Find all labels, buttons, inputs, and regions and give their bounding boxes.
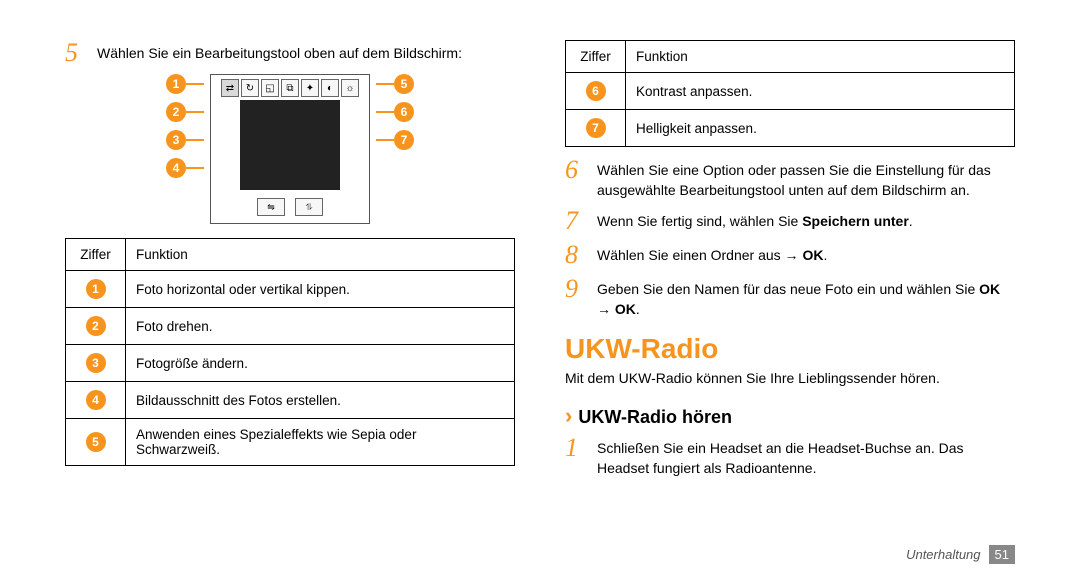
step-number: 9 xyxy=(565,276,587,319)
text-fragment: . xyxy=(909,213,913,229)
row-text: Anwenden eines Spezialeffekts wie Sepia … xyxy=(126,419,515,466)
table-row: 2 Foto drehen. xyxy=(66,308,515,345)
callout-2: 2 xyxy=(166,102,186,122)
row-text: Bildausschnitt des Fotos erstellen. xyxy=(126,382,515,419)
table-row: 7 Helligkeit anpassen. xyxy=(566,110,1015,147)
editing-tool-diagram: 1 2 3 4 ⇄ ↻ ◱ ⧉ ✦ ◐ ☼ ⇋ ⥮ 5 6 7 xyxy=(65,74,515,224)
step-7: 7 Wenn Sie fertig sind, wählen Sie Speic… xyxy=(565,208,1015,234)
row-text: Helligkeit anpassen. xyxy=(626,110,1015,147)
rotate-icon: ↻ xyxy=(241,79,259,97)
section-intro: Mit dem UKW-Radio können Sie Ihre Liebli… xyxy=(565,369,1015,389)
page-footer: Unterhaltung 51 xyxy=(906,545,1015,564)
step-text: Wählen Sie eine Option oder passen Sie d… xyxy=(597,157,1015,200)
callout-1: 1 xyxy=(166,74,186,94)
step-number: 8 xyxy=(565,242,587,268)
row-num: 4 xyxy=(86,390,106,410)
step-text: Wählen Sie einen Ordner aus → OK. xyxy=(597,242,1015,268)
row-num: 1 xyxy=(86,279,106,299)
col-header-funktion: Funktion xyxy=(126,239,515,271)
text-fragment: Geben Sie den Namen für das neue Foto ei… xyxy=(597,281,979,297)
device-bottom-controls: ⇋ ⥮ xyxy=(257,198,323,216)
step-number: 1 xyxy=(565,435,587,478)
contrast-icon: ◐ xyxy=(321,79,339,97)
row-num: 3 xyxy=(86,353,106,373)
callouts-left: 1 2 3 4 xyxy=(166,74,204,178)
bold-fragment: OK xyxy=(802,247,823,263)
subsection-title: UKW-Radio hören xyxy=(565,403,1015,429)
text-fragment: Wählen Sie einen Ordner aus → xyxy=(597,247,802,263)
flip-horizontal-button: ⇋ xyxy=(257,198,285,216)
row-num: 7 xyxy=(586,118,606,138)
text-fragment: . xyxy=(636,301,640,317)
table-row: 5 Anwenden eines Spezialeffekts wie Sepia… xyxy=(66,419,515,466)
step-text: Schließen Sie ein Headset an die Headset… xyxy=(597,435,1015,478)
device-mockup: ⇄ ↻ ◱ ⧉ ✦ ◐ ☼ ⇋ ⥮ xyxy=(210,74,370,224)
bold-fragment: Speichern unter xyxy=(802,213,909,229)
right-column: Ziffer Funktion 6 Kontrast anpassen. 7 Hel… xyxy=(565,40,1015,561)
step-text: Wählen Sie ein Bearbeitungstool oben auf… xyxy=(97,40,515,66)
row-text: Fotogröße ändern. xyxy=(126,345,515,382)
table-row: 4 Bildausschnitt des Fotos erstellen. xyxy=(66,382,515,419)
device-canvas xyxy=(240,100,340,190)
footer-section-label: Unterhaltung xyxy=(906,547,980,562)
col-header-funktion: Funktion xyxy=(626,41,1015,73)
row-text: Foto drehen. xyxy=(126,308,515,345)
step-1: 1 Schließen Sie ein Headset an die Heads… xyxy=(565,435,1015,478)
col-header-ziffer: Ziffer xyxy=(66,239,126,271)
crop-icon: ⧉ xyxy=(281,79,299,97)
step-number: 6 xyxy=(565,157,587,200)
callouts-right: 5 6 7 xyxy=(376,74,414,150)
table-row: 3 Fotogröße ändern. xyxy=(66,345,515,382)
device-toolbar: ⇄ ↻ ◱ ⧉ ✦ ◐ ☼ xyxy=(221,79,359,97)
step-text: Geben Sie den Namen für das neue Foto ei… xyxy=(597,276,1015,319)
col-header-ziffer: Ziffer xyxy=(566,41,626,73)
resize-icon: ◱ xyxy=(261,79,279,97)
section-title-ukw-radio: UKW-Radio xyxy=(565,333,1015,365)
text-fragment: . xyxy=(823,247,827,263)
step-6: 6 Wählen Sie eine Option oder passen Sie… xyxy=(565,157,1015,200)
row-num: 6 xyxy=(586,81,606,101)
function-table-right: Ziffer Funktion 6 Kontrast anpassen. 7 Hel… xyxy=(565,40,1015,147)
function-table-left: Ziffer Funktion 1 Foto horizontal oder ve… xyxy=(65,238,515,466)
step-5: 5 Wählen Sie ein Bearbeitungstool oben a… xyxy=(65,40,515,66)
bold-fragment: OK xyxy=(979,281,1000,297)
page-number: 51 xyxy=(989,545,1015,564)
row-text: Kontrast anpassen. xyxy=(626,73,1015,110)
step-text: Wenn Sie fertig sind, wählen Sie Speiche… xyxy=(597,208,1015,234)
row-num: 5 xyxy=(86,432,106,452)
left-column: 5 Wählen Sie ein Bearbeitungstool oben a… xyxy=(65,40,515,561)
brightness-icon: ☼ xyxy=(341,79,359,97)
step-8: 8 Wählen Sie einen Ordner aus → OK. xyxy=(565,242,1015,268)
callout-4: 4 xyxy=(166,158,186,178)
text-fragment: → xyxy=(597,301,615,317)
step-number: 5 xyxy=(65,40,87,66)
callout-7: 7 xyxy=(394,130,414,150)
row-text: Foto horizontal oder vertikal kippen. xyxy=(126,271,515,308)
table-row: 1 Foto horizontal oder vertikal kippen. xyxy=(66,271,515,308)
subsection-text: UKW-Radio hören xyxy=(578,407,732,427)
effect-icon: ✦ xyxy=(301,79,319,97)
callout-3: 3 xyxy=(166,130,186,150)
callout-5: 5 xyxy=(394,74,414,94)
text-fragment: Wenn Sie fertig sind, wählen Sie xyxy=(597,213,802,229)
step-number: 7 xyxy=(565,208,587,234)
step-9: 9 Geben Sie den Namen für das neue Foto … xyxy=(565,276,1015,319)
table-row: 6 Kontrast anpassen. xyxy=(566,73,1015,110)
callout-6: 6 xyxy=(394,102,414,122)
flip-icon: ⇄ xyxy=(221,79,239,97)
bold-fragment: OK xyxy=(615,301,636,317)
flip-vertical-button: ⥮ xyxy=(295,198,323,216)
row-num: 2 xyxy=(86,316,106,336)
